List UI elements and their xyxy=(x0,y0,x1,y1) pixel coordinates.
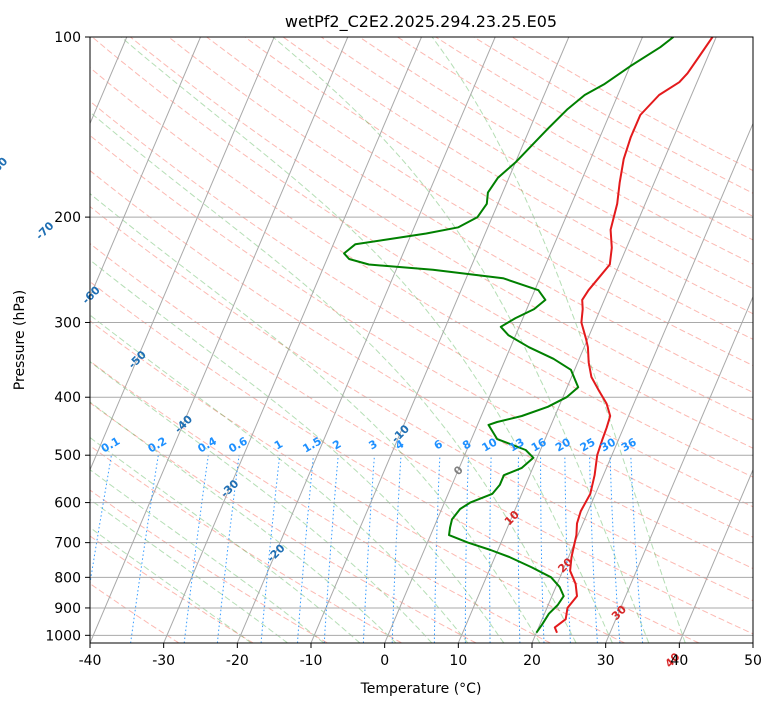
isotherm-line xyxy=(310,37,570,643)
dry-adiabat-line xyxy=(90,583,180,643)
y-tick-label: 600 xyxy=(54,496,81,512)
moist-adiabat-line xyxy=(90,401,397,643)
mixing-ratio-line xyxy=(609,455,621,643)
dry-adiabat-line xyxy=(206,37,753,367)
x-tick-label: 0 xyxy=(380,653,389,669)
dry-adiabat-line xyxy=(90,402,477,643)
x-tick-label: -10 xyxy=(300,653,323,669)
profile-series xyxy=(343,37,714,634)
mixing-ratio-line xyxy=(489,455,492,643)
plot-frame xyxy=(89,36,754,644)
y-tick-label: 100 xyxy=(54,30,81,46)
moist-adiabat-line xyxy=(90,469,325,643)
dry-adiabat-line xyxy=(90,445,402,643)
isotherm-line xyxy=(163,37,422,643)
isotherm-line xyxy=(384,37,643,643)
moist-adiabat-line xyxy=(90,193,541,643)
x-axis: -40 -30 -20 -10 0 10 20 30 40 50 xyxy=(79,643,762,669)
x-tick-label: -30 xyxy=(152,653,175,669)
dry-adiabat-line xyxy=(90,243,753,635)
y-tick-label: 300 xyxy=(54,315,81,331)
chart-title: wetPf2_C2E2.2025.294.23.25.E05 xyxy=(285,12,557,32)
mixing-ratio-line xyxy=(362,455,375,643)
mixing-ratio-line xyxy=(517,455,521,643)
mixing-ratio-line xyxy=(540,455,545,643)
dry-adiabat-line xyxy=(90,67,753,478)
moist-adiabat-line xyxy=(90,526,252,643)
x-tick-label: 50 xyxy=(744,653,762,669)
moist-adiabat-line xyxy=(90,111,577,643)
y-tick-label: 900 xyxy=(54,601,81,617)
mixing-ratio-line xyxy=(391,455,402,643)
dry-adiabat-line xyxy=(90,134,753,538)
x-tick-label: -40 xyxy=(79,653,102,669)
background-lines xyxy=(90,37,753,643)
y-tick-label: 200 xyxy=(54,210,81,226)
mixing-ratio-line xyxy=(323,455,339,643)
isotherm-line xyxy=(90,37,349,643)
x-tick-label: 30 xyxy=(597,653,615,669)
y-tick-label: 1000 xyxy=(45,628,81,644)
isotherm-line xyxy=(236,37,496,643)
mixing-ratio-line xyxy=(433,455,441,643)
isotherm-label: -80 xyxy=(0,154,11,177)
moist-adiabat-line xyxy=(90,436,361,643)
y-tick-label: 500 xyxy=(54,448,81,464)
moist-adiabat-line xyxy=(90,361,433,643)
dry-adiabat-line xyxy=(90,281,700,643)
y-tick-label: 700 xyxy=(54,536,81,552)
isotherm-line xyxy=(90,37,201,299)
isotherm-line xyxy=(678,468,753,643)
moist-adiabat-line xyxy=(120,37,613,643)
mixing-ratio-line xyxy=(564,455,571,643)
mixing-ratio-line xyxy=(464,455,469,643)
moist-adiabat-line xyxy=(90,259,505,643)
y-tick-label: 400 xyxy=(54,390,81,406)
isotherm-line xyxy=(605,295,753,643)
temperature-profile-line xyxy=(553,37,714,634)
y-tick-label: 800 xyxy=(54,570,81,586)
moist-adiabat-line xyxy=(90,314,469,643)
dry-adiabat-line xyxy=(90,360,551,643)
x-tick-label: -20 xyxy=(226,653,249,669)
dry-adiabat-line xyxy=(90,169,753,570)
dry-adiabat-line xyxy=(90,489,328,643)
dry-adiabat-line xyxy=(130,37,753,421)
x-tick-label: 10 xyxy=(449,653,467,669)
x-tick-label: 40 xyxy=(670,653,688,669)
dry-adiabat-line xyxy=(90,100,753,508)
y-axis-title: Pressure (hPa) xyxy=(12,290,28,390)
x-tick-label: 20 xyxy=(523,653,541,669)
isotherm-line xyxy=(90,37,275,472)
y-axis: 100 200 300 400 500 600 700 800 900 1000 xyxy=(45,30,90,644)
mixing-ratio-line xyxy=(589,455,598,643)
moist-adiabat-line xyxy=(272,37,650,643)
x-axis-title: Temperature (°C) xyxy=(360,681,482,697)
dewpoint-profile-line xyxy=(343,37,675,634)
